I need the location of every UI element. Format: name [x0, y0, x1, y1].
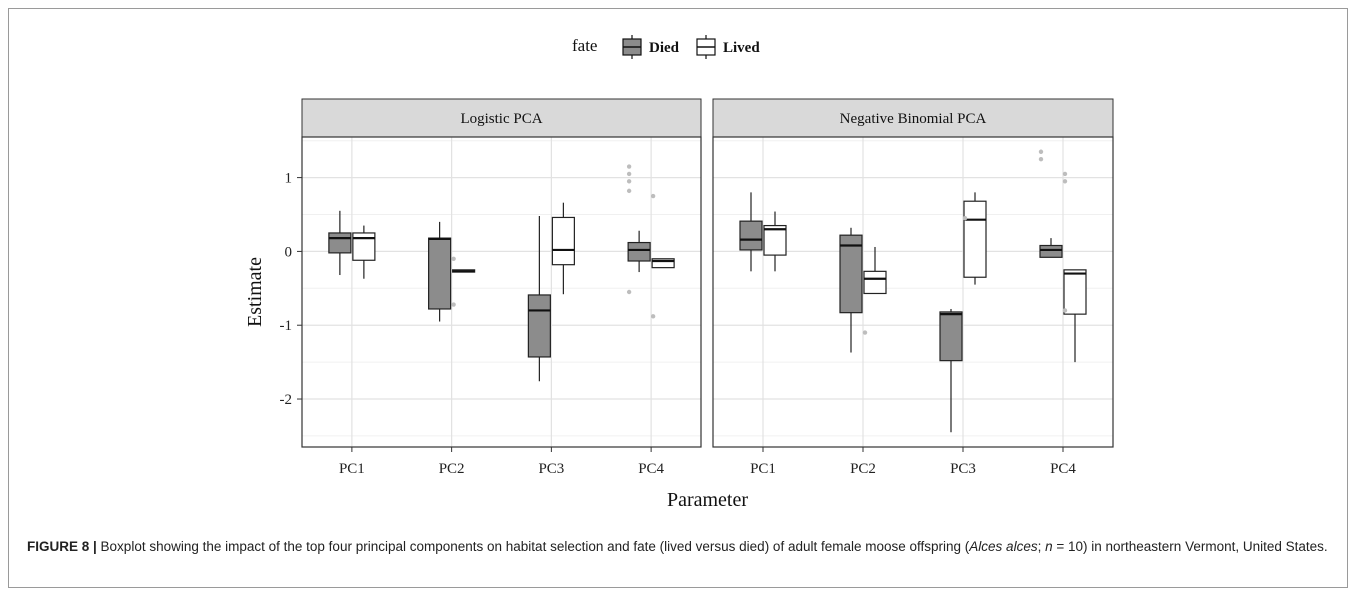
outlier-point: [650, 193, 656, 199]
x-tick-label: PC4: [1050, 461, 1076, 477]
box-pc2-lived: [862, 246, 887, 335]
box-pc3-died: [939, 308, 963, 433]
box-iqr: [627, 241, 651, 262]
panel-2: Negative Binomial PCA PC1 PC2 PC3 PC4: [712, 98, 1114, 477]
box-iqr: [839, 234, 863, 314]
box-iqr: [763, 224, 787, 256]
y-tick-label: 0: [285, 244, 293, 260]
box-pc3-lived: [962, 192, 987, 285]
legend: fate Died Lived: [572, 35, 760, 59]
x-axis-label: Parameter: [667, 489, 748, 511]
outlier-point: [1038, 149, 1044, 154]
caption-n-symbol: n: [1045, 539, 1053, 554]
box-iqr: [863, 270, 887, 295]
caption-species: Alces alces: [969, 539, 1038, 554]
panel-border: [712, 136, 1114, 448]
box-pc1-died: [328, 210, 352, 276]
panel-title: Logistic PCA: [460, 111, 542, 127]
box-iqr: [1039, 244, 1063, 258]
outlier-point: [1062, 308, 1068, 313]
caption-text-2: ;: [1037, 539, 1046, 554]
box-iqr: [328, 232, 352, 254]
legend-title: fate: [572, 36, 597, 55]
panel-1: Logistic PCA PC1 PC2 PC3 PC4: [301, 98, 702, 477]
box-iqr: [428, 237, 452, 310]
outlier-point: [626, 188, 632, 194]
outlier-point: [1062, 179, 1068, 184]
y-tick-label: -1: [280, 318, 293, 334]
x-tick-label: PC2: [439, 461, 465, 477]
panel-strip: [301, 98, 702, 138]
outlier-point: [626, 289, 632, 295]
box-pc4-lived: [1062, 171, 1087, 363]
box-iqr: [963, 200, 987, 278]
x-tick-label: PC1: [750, 461, 776, 477]
box-pc4-died: [626, 164, 651, 295]
y-tick-label: 1: [285, 171, 293, 187]
outlier-point: [962, 215, 968, 221]
box-pc3-died: [527, 215, 551, 382]
box-iqr: [939, 311, 963, 362]
y-axis-label: Estimate: [244, 257, 266, 327]
box-pc2-died: [839, 227, 863, 353]
box-iqr: [527, 294, 551, 358]
legend-key-lived: [696, 35, 716, 59]
panel-background: [713, 137, 1113, 447]
legend-key-died: [622, 35, 642, 59]
axes: -2 -1 0 1 Estimate Parameter: [244, 171, 748, 511]
box-pc1-lived: [352, 225, 376, 279]
outlier-point: [626, 164, 632, 169]
outlier-point: [626, 179, 632, 184]
y-tick-label: -2: [280, 392, 293, 408]
panel-border: [301, 136, 702, 448]
caption-label: FIGURE 8 |: [27, 539, 97, 554]
x-tick-label: PC1: [339, 461, 365, 477]
x-tick-label: PC2: [850, 461, 876, 477]
panel-background: [302, 137, 701, 447]
panel-title: Negative Binomial PCA: [840, 111, 987, 127]
outlier-point: [451, 256, 456, 261]
outlier-point: [1038, 156, 1044, 162]
box-iqr: [1063, 269, 1087, 315]
x-tick-label: PC4: [638, 461, 664, 477]
box-iqr: [651, 258, 675, 269]
outlier-point: [626, 171, 632, 177]
box-iqr: [739, 220, 763, 251]
box-iqr: [352, 232, 376, 261]
box-iqr: [551, 216, 575, 266]
caption-text-3: = 10) in northeastern Vermont, United St…: [1052, 539, 1328, 554]
box-pc3-lived: [551, 202, 575, 295]
legend-label-lived: Lived: [723, 40, 760, 56]
outlier-point: [1062, 171, 1068, 177]
box-pc2-lived: [451, 256, 476, 307]
outlier-point: [862, 330, 868, 335]
legend-label-died: Died: [649, 40, 680, 56]
outlier-point: [650, 314, 656, 319]
caption-text-1: Boxplot showing the impact of the top fo…: [96, 539, 970, 554]
box-pc2-died: [428, 221, 452, 322]
panel-strip: [712, 98, 1114, 138]
box-pc4-lived: [650, 193, 675, 319]
x-tick-label: PC3: [950, 461, 976, 477]
box-pc1-died: [739, 192, 763, 272]
box-pc1-lived: [763, 211, 787, 272]
box-pc4-died: [1038, 149, 1063, 258]
outlier-point: [451, 302, 456, 307]
figure-frame: fate Died Lived Logistic PCA PC1 PC2 PC3 PC4 Ne…: [8, 8, 1348, 588]
x-tick-label: PC3: [538, 461, 564, 477]
figure-caption: FIGURE 8 | Boxplot showing the impact of…: [27, 537, 1347, 557]
